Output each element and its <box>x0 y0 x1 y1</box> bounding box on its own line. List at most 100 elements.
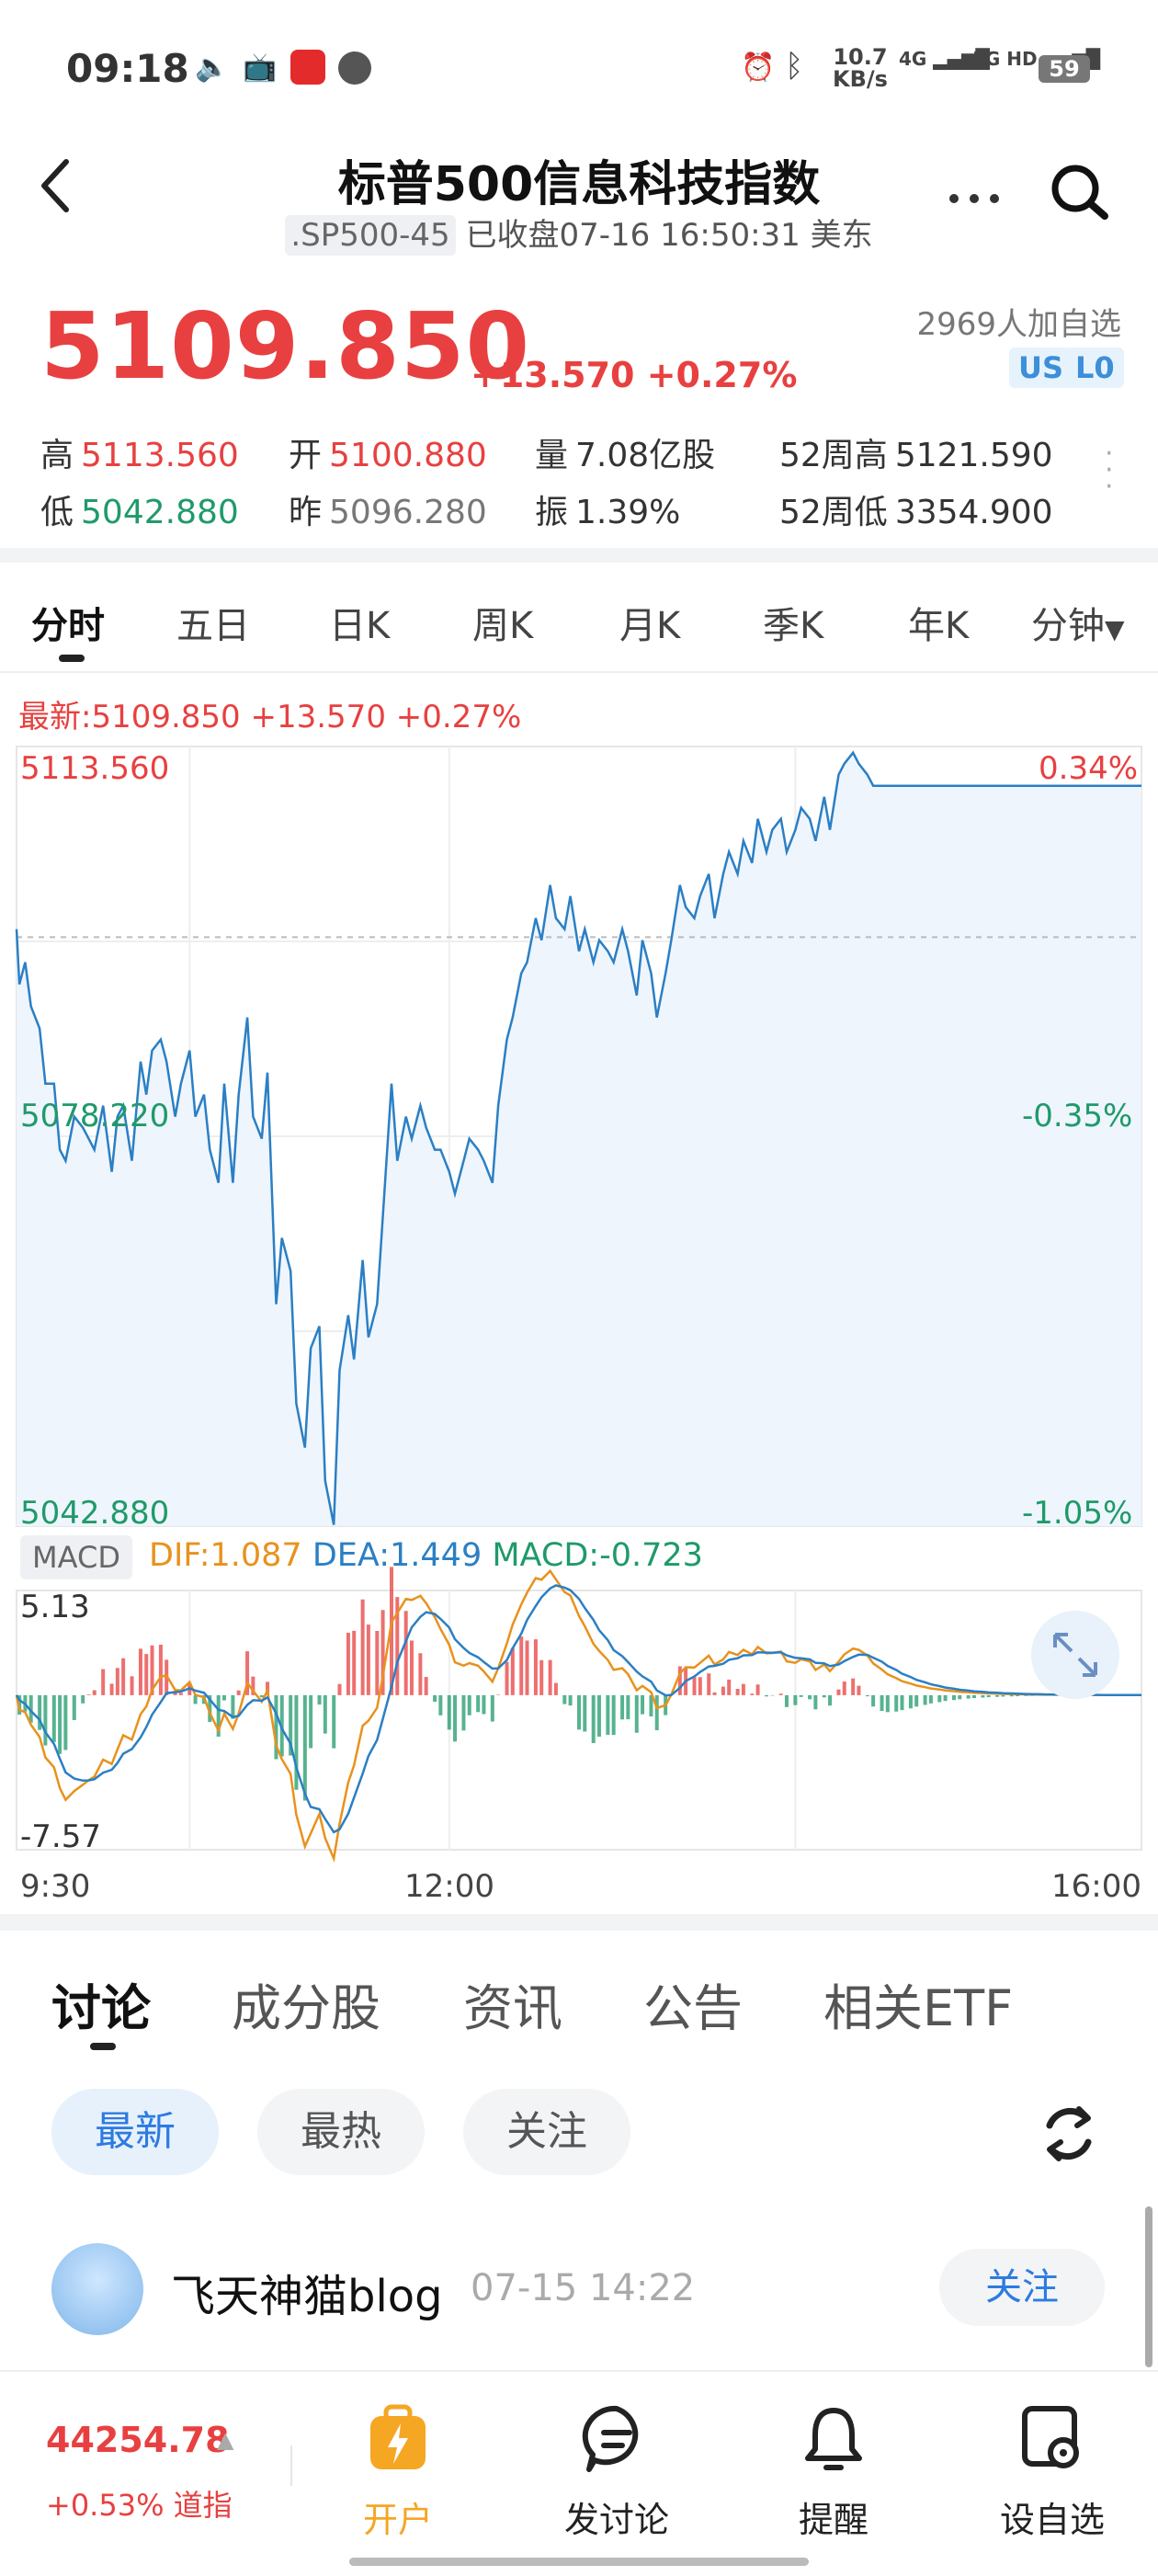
volume-icon: 🔈 <box>195 51 230 84</box>
y-tick-mid: 5078.220 <box>20 1098 170 1134</box>
price-line <box>15 750 1141 1525</box>
tab-quarterly-k[interactable]: 季K <box>763 605 824 647</box>
watchlist-count: 2969人加自选 <box>916 306 1121 343</box>
post-author[interactable]: 飞天神猫blog <box>171 2271 443 2322</box>
price-change: +13.570 +0.27% <box>471 355 798 395</box>
home-indicator[interactable] <box>349 2558 809 2566</box>
x-tick-close: 16:00 <box>1051 1868 1141 1905</box>
chart-latest-info: 最新:5109.850 +13.570 +0.27% <box>18 699 522 735</box>
settings-watchlist-icon <box>1022 2406 1079 2468</box>
dropdown-icon: ▼ <box>1105 614 1125 644</box>
expand-chart-button <box>1031 1611 1119 1699</box>
macd-bars <box>17 1567 1143 1801</box>
market-badge-us: US <box>1009 348 1073 388</box>
chevron-left-icon <box>41 159 69 212</box>
tab-weekly-k[interactable]: 周K <box>472 605 534 647</box>
nav-custom-watchlist[interactable]: 设自选 <box>974 2401 1130 2542</box>
net-speed: 10.7 KB/s <box>833 44 888 92</box>
macd-values: DIF:1.087 DEA:1.449 MACD:-0.723 <box>149 1537 703 1574</box>
expand-stats-icon[interactable]: · · · <box>1105 438 1114 503</box>
divider <box>0 548 1158 563</box>
tab-indicator <box>59 655 85 662</box>
post-time: 07-15 14:22 <box>471 2267 696 2309</box>
tab-daily-k[interactable]: 日K <box>329 605 391 647</box>
message-icon <box>338 51 371 85</box>
back-button[interactable] <box>37 156 92 230</box>
app-notification-icon <box>290 50 325 85</box>
current-price: 5109.850 <box>40 292 531 400</box>
tv-icon: 📺 <box>243 51 278 84</box>
pct-tick-low: -1.05% <box>1022 1495 1133 1532</box>
refresh-button[interactable] <box>1033 2098 1105 2170</box>
dea-line <box>15 1584 1141 1834</box>
divider <box>290 2445 292 2486</box>
intraday-chart[interactable] <box>0 735 1158 1903</box>
x-tick-open: 9:30 <box>20 1868 91 1905</box>
stat-52w-low: 52周低 3354.900 <box>779 494 1053 531</box>
search-button[interactable] <box>1048 161 1112 225</box>
follow-button[interactable]: 关注 <box>939 2249 1105 2326</box>
tab-yearly-k[interactable]: 年K <box>908 605 970 647</box>
avatar[interactable] <box>51 2243 143 2335</box>
y-tick-low: 5042.880 <box>20 1495 170 1532</box>
more-dots-icon <box>949 194 999 203</box>
filter-following[interactable]: 关注 <box>463 2089 630 2175</box>
more-button[interactable] <box>947 165 1002 219</box>
macd-indicator-selector[interactable]: MACD <box>20 1535 132 1579</box>
level-badge: L0 <box>1066 348 1124 388</box>
tab-constituents[interactable]: 成分股 <box>232 1979 380 2037</box>
tab-news[interactable]: 资讯 <box>463 1979 562 2037</box>
x-tick-noon: 12:00 <box>404 1868 494 1905</box>
page-subtitle: .SP500-45 已收盘07-16 16:50:31 美东 <box>0 210 1158 256</box>
index-ticker-value: 44254.78 <box>46 2420 230 2460</box>
tab-monthly-k[interactable]: 月K <box>619 605 681 647</box>
index-ticker-change: +0.53% 道指 <box>46 2488 233 2523</box>
price-area <box>17 752 1141 1526</box>
tab-5day[interactable]: 五日 <box>176 605 250 647</box>
nav-post-discussion[interactable]: 发讨论 <box>539 2401 695 2542</box>
tab-minute[interactable]: 分钟▼ <box>1031 605 1125 647</box>
nav-alerts[interactable]: 提醒 <box>755 2401 912 2542</box>
pct-tick-mid: -0.35% <box>1022 1098 1133 1134</box>
chat-bubble-icon <box>582 2405 639 2472</box>
expand-icon <box>1053 1633 1097 1677</box>
stat-amplitude: 振 1.39% <box>535 494 681 531</box>
stat-open: 开 5100.880 <box>289 437 487 474</box>
filter-hot[interactable]: 最热 <box>257 2089 425 2175</box>
lightning-bag-icon <box>370 2404 426 2469</box>
bottom-nav <box>0 2370 1158 2576</box>
scrollbar[interactable] <box>1145 2206 1152 2367</box>
macd-tick-high: 5.13 <box>20 1589 90 1625</box>
bell-icon <box>805 2408 862 2470</box>
tab-discussion[interactable]: 讨论 <box>51 1979 151 2037</box>
alarm-icon: ⏰ <box>741 51 776 84</box>
index-code: .SP500-45 <box>285 215 456 256</box>
clock: 09:18 <box>66 46 189 91</box>
macd-tick-low: -7.57 <box>20 1818 101 1855</box>
battery-icon: 59 <box>1039 55 1090 83</box>
status-bar: 09:18 🔈 📺 ⏰ ᛒ 10.7KB/s 4G ▂▄▆█ 5G HD ▂▄▆… <box>0 0 1158 138</box>
stat-high: 高 5113.560 <box>40 437 239 474</box>
triangle-up-icon: ▲ <box>217 2427 234 2453</box>
macd-frame <box>16 1590 1142 1851</box>
divider <box>0 671 1158 673</box>
tab-intraday[interactable]: 分时 <box>31 605 105 647</box>
page-title: 标普500信息科技指数 <box>337 157 821 212</box>
y-tick-high: 5113.560 <box>20 750 170 787</box>
tab-related-etf[interactable]: 相关ETF <box>823 1979 1014 2037</box>
stat-volume: 量 7.08亿股 <box>535 437 716 474</box>
market-status: 已收盘07-16 16:50:31 美东 <box>465 217 873 254</box>
tab-indicator <box>90 2043 116 2050</box>
stat-low: 低 5042.880 <box>40 494 239 531</box>
signal-4g: 4G ▂▄▆█ <box>899 48 990 70</box>
dif-line <box>15 1568 1141 1864</box>
bluetooth-icon: ᛒ <box>785 48 804 85</box>
tab-announcements[interactable]: 公告 <box>643 1979 743 2037</box>
search-icon <box>1051 165 1108 220</box>
stat-prev-close: 昨 5096.280 <box>289 494 487 531</box>
refresh-icon <box>1046 2106 1092 2161</box>
filter-latest[interactable]: 最新 <box>51 2089 219 2175</box>
pct-tick-high: 0.34% <box>1039 750 1139 787</box>
nav-open-account[interactable]: 开户 <box>320 2401 476 2542</box>
macd-grid <box>16 1590 1142 1851</box>
